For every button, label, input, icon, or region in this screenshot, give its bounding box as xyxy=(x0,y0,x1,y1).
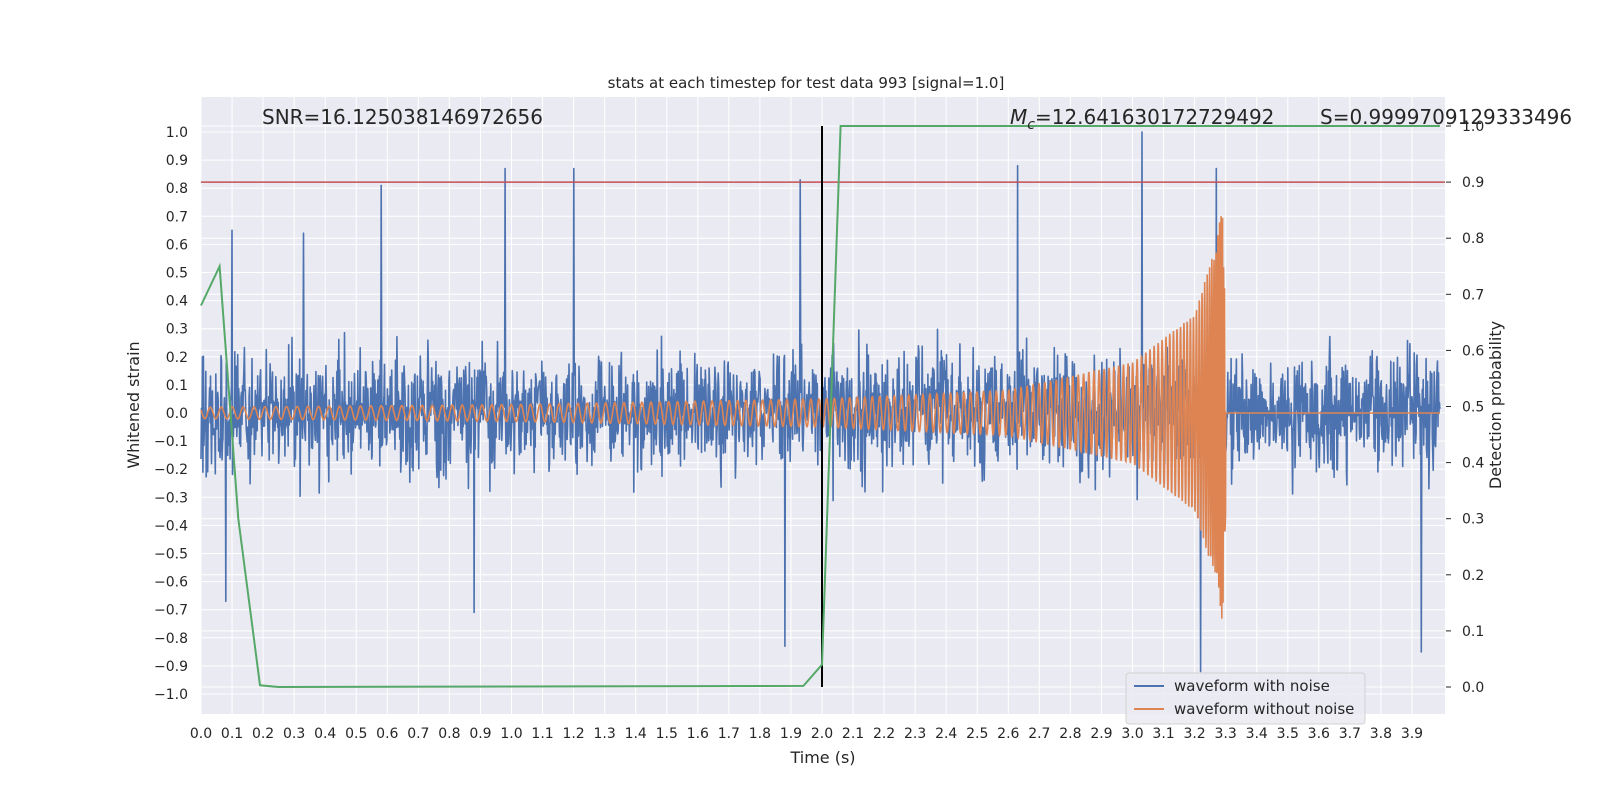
left-y-tick-label: 0.2 xyxy=(166,350,188,366)
x-tick-label: 3.3 xyxy=(1215,726,1237,742)
right-y-axis-ticks: 1.0 0.9 0.8 0.7 0.6 0.5 0.4 0.3 0.2 0.1 0.0 xyxy=(1446,119,1484,696)
left-y-tick-label: −0.6 xyxy=(154,575,188,591)
left-y-tick-label: −1.0 xyxy=(154,687,188,703)
left-y-tick-label: −0.5 xyxy=(154,547,188,563)
x-tick-label: 0.6 xyxy=(376,726,398,742)
noise-waveform-series xyxy=(200,131,1441,673)
x-tick-label: 3.5 xyxy=(1277,726,1299,742)
x-tick-label: 0.8 xyxy=(438,726,460,742)
x-tick-label: 1.4 xyxy=(625,726,647,742)
chirp-mass-value: =12.641630172729492 xyxy=(1035,105,1274,129)
x-tick-label: 0.7 xyxy=(407,726,429,742)
left-y-tick-label: 0.4 xyxy=(166,294,188,310)
left-y-tick-label: −0.9 xyxy=(154,659,188,675)
legend-box xyxy=(1125,672,1366,725)
x-tick-label: 1.7 xyxy=(718,726,740,742)
chirp-mass-symbol: M xyxy=(1010,105,1027,129)
right-y-tick-label: 0.7 xyxy=(1462,287,1484,303)
x-tick-label: 0.9 xyxy=(469,726,491,742)
left-y-axis-ticks: 1.0 0.9 0.8 0.7 0.6 0.5 0.4 0.3 0.2 0.1 0.0 −0.1 −0.… xyxy=(154,125,188,703)
right-y-tick-label: 0.6 xyxy=(1462,343,1484,359)
x-tick-label: 2.3 xyxy=(904,726,926,742)
x-tick-label: 1.9 xyxy=(780,726,802,742)
x-tick-label: 0.4 xyxy=(314,726,336,742)
right-y-tick-label: 0.2 xyxy=(1462,568,1484,584)
right-y-tick-label: 1.0 xyxy=(1462,119,1484,135)
left-y-tick-label: 0.6 xyxy=(166,237,188,253)
chirp-mass-subscript: c xyxy=(1027,117,1035,133)
right-y-tick-label: 0.1 xyxy=(1462,624,1484,640)
x-tick-label: 3.8 xyxy=(1370,726,1392,742)
left-y-tick-label: −0.7 xyxy=(154,603,188,619)
x-axis-ticks: 0.0 0.1 0.2 0.3 0.4 0.5 0.6 0.7 0.8 0.9 1.0 1.1 1.2 1… xyxy=(190,726,1423,742)
left-y-tick-label: −0.2 xyxy=(154,462,188,478)
probability-line xyxy=(200,125,1440,689)
x-tick-label: 3.2 xyxy=(1183,726,1205,742)
x-tick-label: 2.7 xyxy=(1028,726,1050,742)
x-tick-label: 1.6 xyxy=(687,726,709,742)
right-y-tick-label: 0.8 xyxy=(1462,231,1484,247)
x-tick-label: 2.2 xyxy=(873,726,895,742)
noise-waveform-line xyxy=(200,131,1441,673)
x-tick-label: 3.7 xyxy=(1339,726,1361,742)
right-y-tick-label: 0.3 xyxy=(1462,512,1484,528)
snr-annotation: SNR=16.125038146972656 xyxy=(262,105,543,129)
left-y-tick-label: −0.4 xyxy=(154,518,188,534)
clean-waveform-line xyxy=(200,216,1440,619)
x-tick-label: 2.9 xyxy=(1090,726,1112,742)
legend: waveform with noise waveform without noi… xyxy=(1125,672,1366,725)
x-tick-label: 0.3 xyxy=(283,726,305,742)
x-tick-label: 3.4 xyxy=(1246,726,1268,742)
x-tick-label: 0.1 xyxy=(221,726,243,742)
x-tick-label: 0.0 xyxy=(190,726,212,742)
left-y-tick-label: 0.5 xyxy=(166,266,188,282)
left-y-tick-label: 0.8 xyxy=(166,181,188,197)
left-y-tick-label: 1.0 xyxy=(166,125,188,141)
right-y-axis-label: Detection probability xyxy=(1486,321,1505,489)
x-tick-label: 3.9 xyxy=(1401,726,1423,742)
left-y-tick-label: 0.3 xyxy=(166,322,188,338)
x-tick-label: 2.8 xyxy=(1059,726,1081,742)
chirp-mass-annotation: Mc=12.641630172729492 xyxy=(1010,105,1274,133)
left-y-tick-label: 0.1 xyxy=(166,378,188,394)
x-tick-label: 2.5 xyxy=(966,726,988,742)
x-tick-label: 3.1 xyxy=(1152,726,1174,742)
x-tick-label: 2.6 xyxy=(997,726,1019,742)
probability-series xyxy=(200,125,1440,689)
x-tick-label: 0.2 xyxy=(252,726,274,742)
x-tick-label: 3.0 xyxy=(1121,726,1143,742)
x-tick-label: 0.5 xyxy=(345,726,367,742)
x-tick-label: 1.2 xyxy=(562,726,584,742)
right-y-tick-label: 0.5 xyxy=(1462,400,1484,416)
legend-clean-label: waveform without noise xyxy=(1174,700,1354,718)
x-tick-label: 3.6 xyxy=(1308,726,1330,742)
x-tick-label: 1.0 xyxy=(500,726,522,742)
right-y-tick-label: 0.4 xyxy=(1462,456,1484,472)
right-y-tick-label: 0.9 xyxy=(1462,175,1484,191)
left-y-tick-label: 0.7 xyxy=(166,209,188,225)
s-annotation: S=0.9999709129333496 xyxy=(1320,105,1572,129)
legend-noise-label: waveform with noise xyxy=(1174,677,1330,695)
x-tick-label: 2.4 xyxy=(935,726,957,742)
chart-title: stats at each timestep for test data 993… xyxy=(608,74,1005,92)
x-tick-label: 1.1 xyxy=(531,726,553,742)
x-tick-label: 2.0 xyxy=(811,726,833,742)
x-tick-label: 1.8 xyxy=(749,726,771,742)
clean-waveform-series xyxy=(200,216,1440,619)
left-y-axis-label: Whitened strain xyxy=(124,341,143,468)
right-y-tick-label: 0.0 xyxy=(1462,680,1484,696)
x-axis-label: Time (s) xyxy=(789,748,855,767)
x-tick-label: 1.5 xyxy=(656,726,678,742)
left-y-tick-label: −0.1 xyxy=(154,434,188,450)
left-y-tick-label: 0.0 xyxy=(166,406,188,422)
left-y-tick-label: −0.8 xyxy=(154,631,188,647)
left-y-tick-label: 0.9 xyxy=(166,153,188,169)
x-tick-label: 2.1 xyxy=(842,726,864,742)
x-tick-label: 1.3 xyxy=(594,726,616,742)
left-y-tick-label: −0.3 xyxy=(154,490,188,506)
